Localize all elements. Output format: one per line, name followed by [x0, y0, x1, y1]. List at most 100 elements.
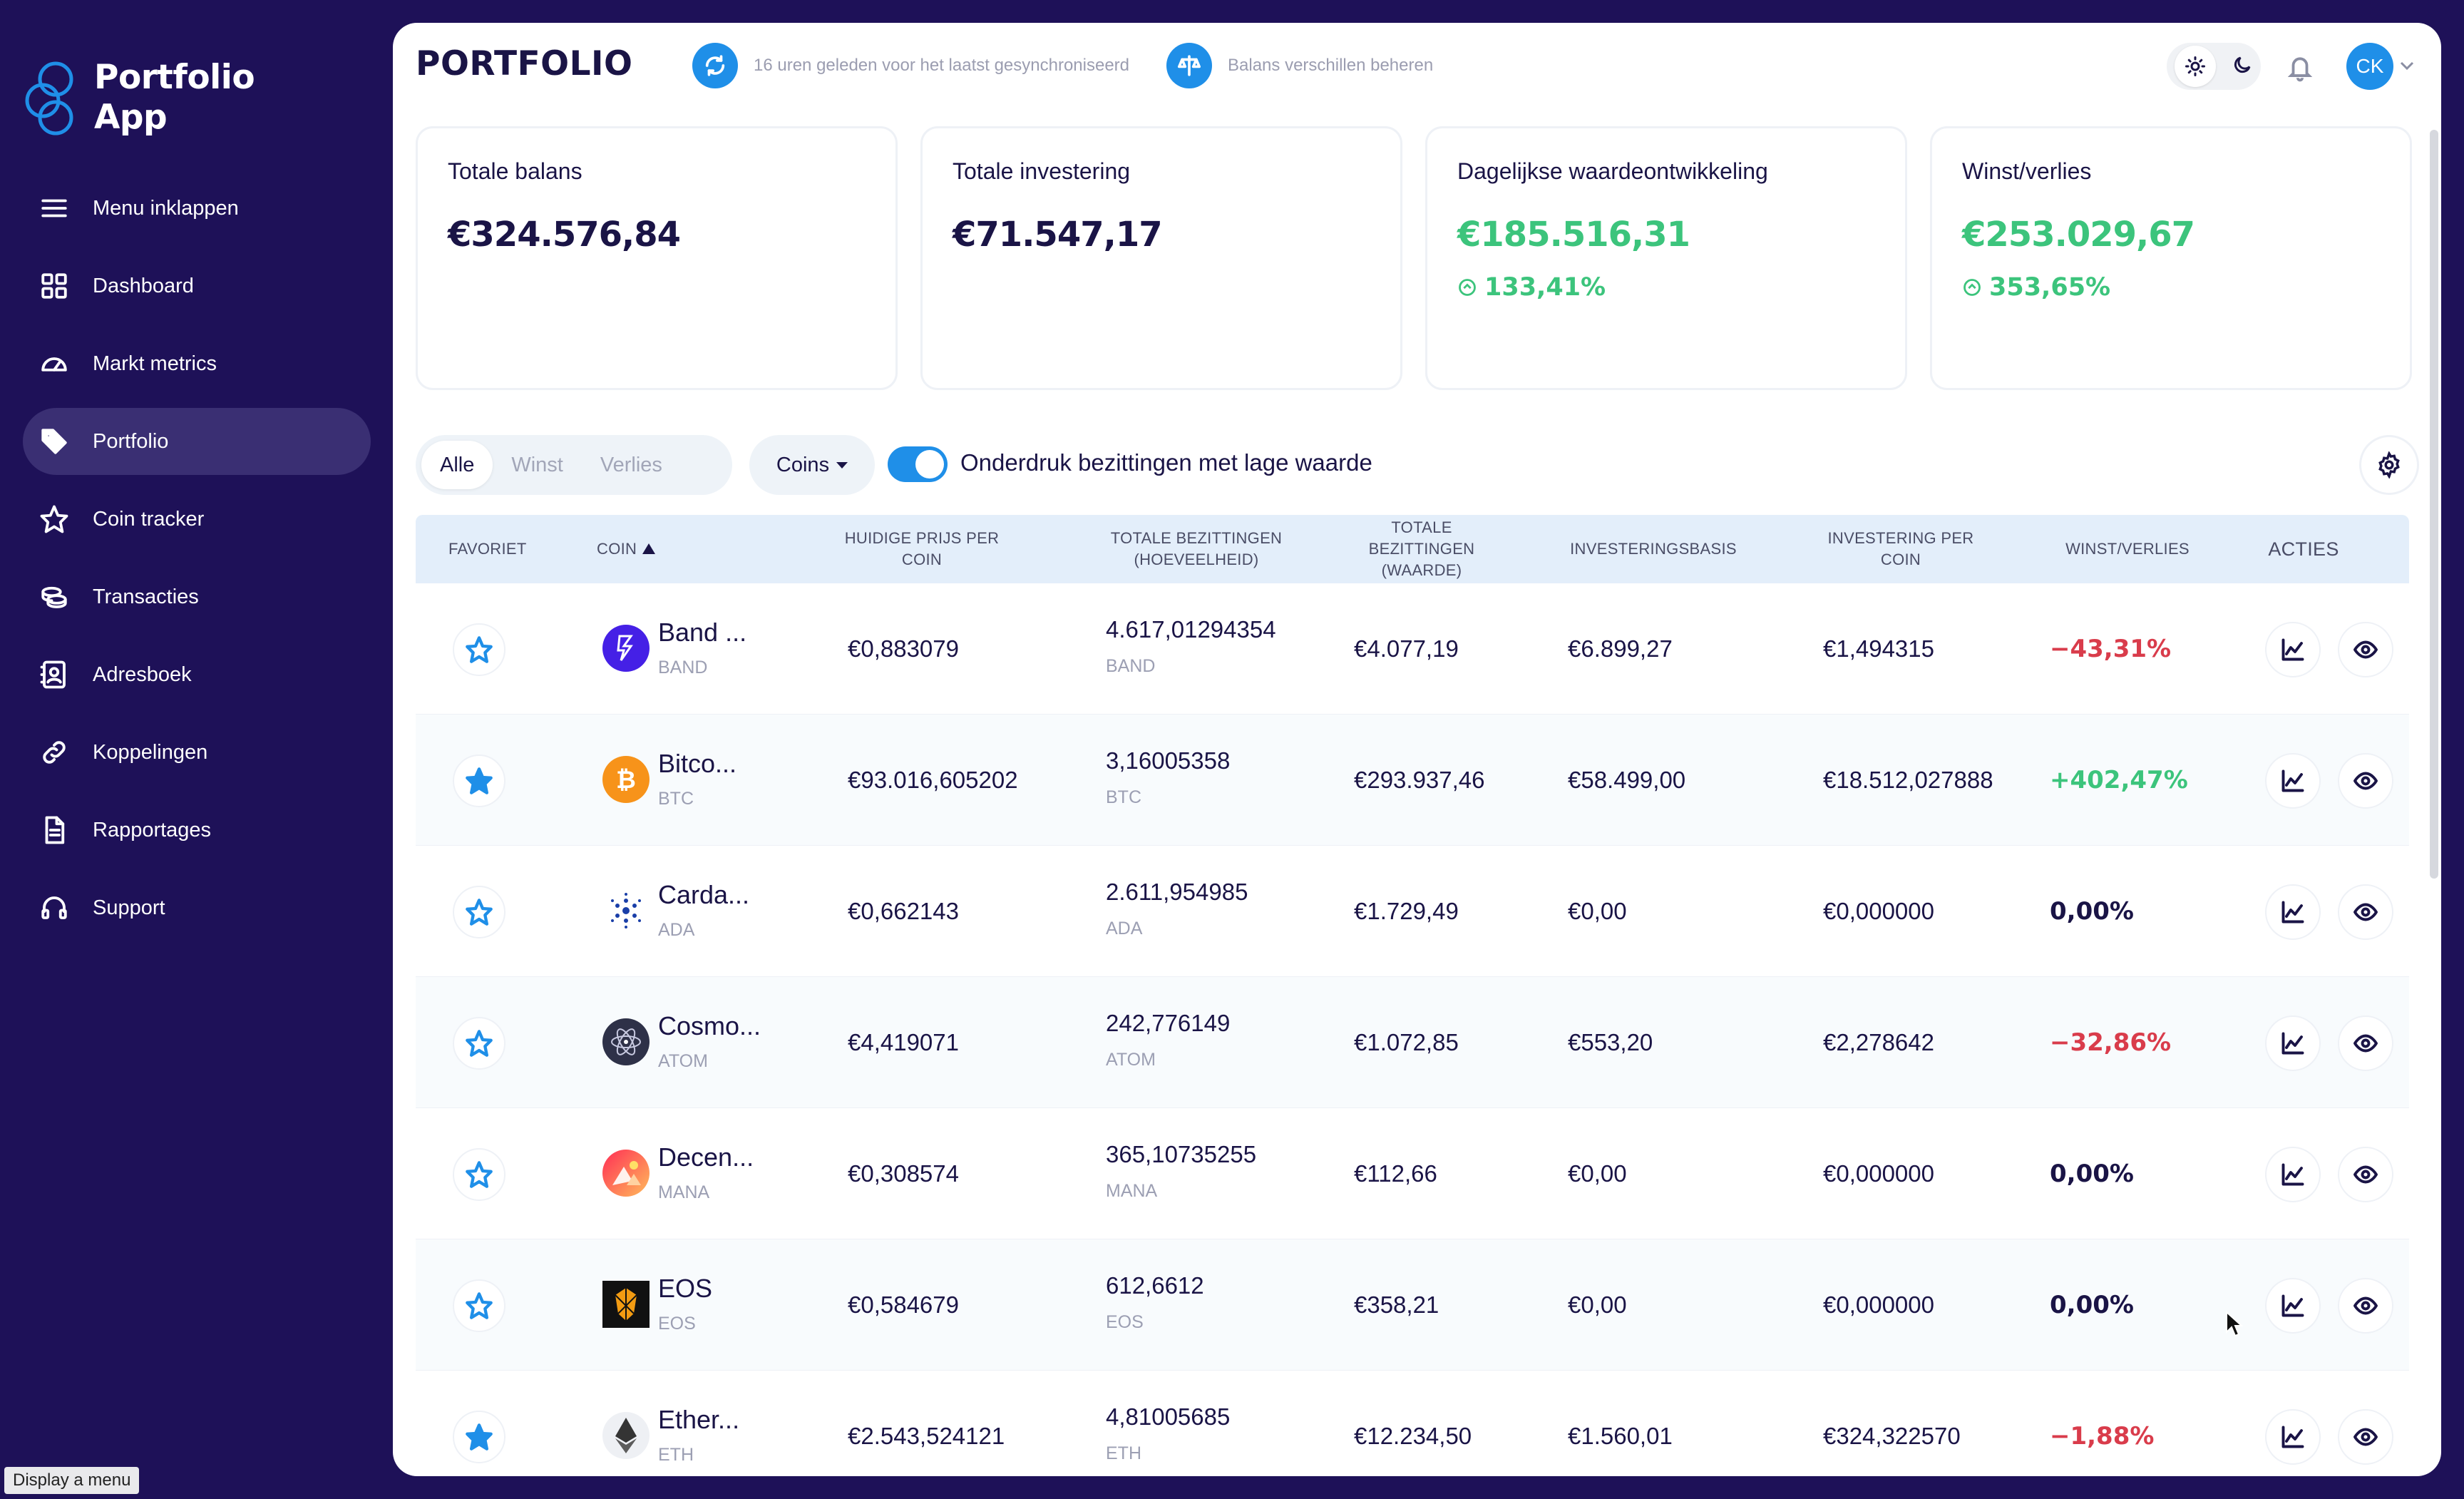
card-label: Dagelijkse waardeontwikkeling — [1457, 158, 1768, 184]
sidebar-item-coin-tracker[interactable]: Coin tracker — [23, 486, 371, 553]
sidebar-item-rapportages[interactable]: Rapportages — [23, 797, 371, 864]
sidebar-item-koppelingen[interactable]: Koppelingen — [23, 719, 371, 786]
view-button[interactable] — [2338, 1409, 2393, 1465]
view-button[interactable] — [2338, 753, 2393, 809]
table-row[interactable]: Band ... BAND €0,883079 4.617,01294354 B… — [416, 583, 2409, 715]
sidebar-item-transacties[interactable]: Transacties — [23, 563, 371, 630]
avatar[interactable]: CK — [2346, 43, 2393, 90]
filter-tab-verlies[interactable]: Verlies — [600, 453, 662, 476]
favorite-star-button[interactable] — [453, 1017, 505, 1070]
cell-prijs: €0,308574 — [848, 1160, 959, 1187]
coin-logo-icon — [602, 1150, 650, 1197]
sidebar-item-dashboard[interactable]: Dashboard — [23, 252, 371, 319]
view-button[interactable] — [2338, 884, 2393, 940]
low-value-toggle[interactable] — [888, 446, 948, 482]
theme-toggle[interactable] — [2167, 43, 2261, 90]
line-chart-icon — [2281, 1032, 2304, 1055]
favorite-star-button[interactable] — [453, 1411, 505, 1463]
chart-button[interactable] — [2265, 1409, 2321, 1465]
coins-dropdown[interactable]: Coins — [749, 435, 875, 495]
filter-tab-alle[interactable]: Alle — [421, 441, 493, 489]
profit-loss-value: 0,00% — [2050, 1291, 2134, 1319]
card-label: Winst/verlies — [1962, 158, 2092, 184]
coin-logo-icon: ₿ — [602, 756, 650, 803]
cell-hoeveelheid-symbol: BTC — [1106, 787, 1141, 807]
view-button[interactable] — [2338, 622, 2393, 677]
sidebar-item-menu-toggle[interactable]: Menu inklappen — [23, 175, 371, 242]
page-title: PORTFOLIO — [416, 44, 633, 83]
favorite-star-button[interactable] — [453, 623, 505, 676]
coin-name[interactable]: Cosmo... — [658, 1011, 761, 1040]
link-icon — [38, 737, 70, 768]
app-logo[interactable]: Portfolio App — [21, 51, 255, 144]
cell-hoeveelheid: 242,776149 — [1106, 1010, 1231, 1036]
line-chart-icon — [2281, 638, 2304, 661]
coin-name[interactable]: EOS — [658, 1274, 713, 1303]
favorite-star-button[interactable] — [453, 754, 505, 807]
coin-name[interactable]: Decen... — [658, 1142, 754, 1172]
light-mode-button[interactable] — [2175, 46, 2216, 87]
view-button[interactable] — [2338, 1147, 2393, 1202]
table-row[interactable]: Cosmo... ATOM €4,419071 242,776149 ATOM … — [416, 977, 2409, 1108]
filter-bar: Alle Winst Verlies Coins Onderdruk bezit… — [416, 435, 2419, 495]
column-header-acties: ACTIES — [2268, 538, 2339, 560]
cell-waarde: €358,21 — [1354, 1291, 1439, 1318]
eye-icon — [2353, 903, 2378, 921]
coin-name[interactable]: Ether... — [658, 1405, 740, 1434]
sync-button[interactable] — [692, 43, 738, 88]
table-settings-button[interactable] — [2359, 435, 2419, 495]
balance-button[interactable] — [1166, 43, 1213, 88]
chart-button[interactable] — [2265, 1278, 2321, 1334]
coin-symbol: BTC — [658, 789, 694, 809]
chart-button[interactable] — [2265, 753, 2321, 809]
low-value-toggle-label: Onderdruk bezittingen met lage waarde — [960, 449, 1372, 476]
chevron-down-icon[interactable] — [2399, 60, 2415, 71]
column-header-basis: INVESTERINGSBASIS — [1570, 540, 1737, 558]
filter-tab-winst[interactable]: Winst — [511, 453, 563, 476]
table-row[interactable]: EOS EOS €0,584679 612,6612 EOS €358,21 €… — [416, 1239, 2409, 1371]
portfolio-table: FAVORIET COIN HUIDIGE PRIJS PER COIN TOT… — [416, 515, 2409, 1476]
eye-icon — [2353, 772, 2378, 790]
cell-per-coin: €2,278642 — [1823, 1029, 1934, 1055]
table-row[interactable]: ₿ Bitco... BTC €93.016,605202 3,16005358… — [416, 715, 2409, 846]
notifications-button[interactable] — [2286, 53, 2314, 83]
sidebar-item-label: Adresboek — [93, 662, 192, 686]
sidebar-item-adresboek[interactable]: Adresboek — [23, 641, 371, 708]
table-row[interactable]: Decen... MANA €0,308574 365,10735255 MAN… — [416, 1108, 2409, 1239]
cell-prijs: €2.543,524121 — [848, 1423, 1005, 1449]
view-button[interactable] — [2338, 1015, 2393, 1071]
sidebar-item-markt-metrics[interactable]: Markt metrics — [23, 330, 371, 397]
cell-prijs: €0,883079 — [848, 635, 959, 662]
sidebar-item-support[interactable]: Support — [23, 874, 371, 941]
cell-winst-verlies: −43,31% — [2050, 583, 2171, 715]
chart-button[interactable] — [2265, 1015, 2321, 1071]
scrollbar[interactable] — [2430, 130, 2438, 879]
sidebar: Portfolio App Menu inklappen Dashboard M… — [0, 0, 392, 1499]
sidebar-item-label: Dashboard — [93, 274, 194, 297]
cell-per-coin: €324,322570 — [1823, 1423, 1961, 1449]
coin-name[interactable]: Carda... — [658, 880, 750, 909]
dark-mode-button[interactable] — [2232, 54, 2253, 79]
favorite-star-button[interactable] — [453, 1148, 505, 1201]
coin-name[interactable]: Band ... — [658, 618, 747, 647]
line-chart-icon — [2281, 1426, 2304, 1448]
star-filled-icon — [466, 767, 493, 794]
column-header-favoriet: FAVORIET — [448, 540, 527, 558]
table-row[interactable]: Carda... ADA €0,662143 2.611,954985 ADA … — [416, 846, 2409, 977]
coin-name[interactable]: Bitco... — [658, 749, 737, 778]
sidebar-item-label: Support — [93, 896, 165, 919]
view-button[interactable] — [2338, 1278, 2393, 1334]
favorite-star-button[interactable] — [453, 1279, 505, 1332]
card-value: €71.547,17 — [953, 215, 1163, 255]
balance-link-text[interactable]: Balans verschillen beheren — [1228, 56, 1434, 75]
sidebar-item-portfolio[interactable]: Portfolio — [23, 408, 371, 475]
table-row[interactable]: Ether... ETH €2.543,524121 4,81005685 ET… — [416, 1371, 2409, 1476]
chart-button[interactable] — [2265, 1147, 2321, 1202]
card-change: 353,65% — [1962, 273, 2381, 302]
chart-button[interactable] — [2265, 622, 2321, 677]
column-header-coin[interactable]: COIN — [597, 538, 656, 560]
chart-button[interactable] — [2265, 884, 2321, 940]
favorite-star-button[interactable] — [453, 886, 505, 938]
cell-per-coin: €1,494315 — [1823, 635, 1934, 662]
cell-basis: €0,00 — [1568, 1291, 1627, 1318]
